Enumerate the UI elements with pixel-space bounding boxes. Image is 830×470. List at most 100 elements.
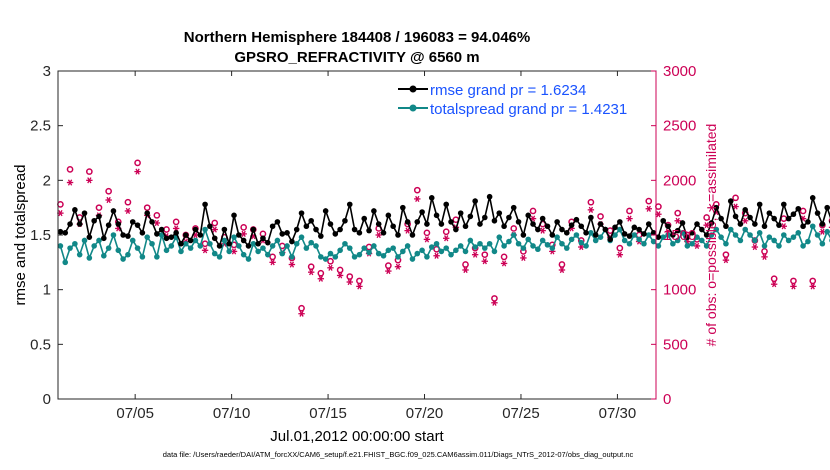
rmse-point	[771, 215, 777, 222]
y-tick-label-left: 2.5	[30, 118, 51, 135]
rmse-point	[96, 213, 102, 220]
asterisk-stroke	[444, 235, 449, 242]
asterisk-stroke	[694, 242, 700, 250]
rmse-point	[448, 219, 454, 225]
totalspread-point	[481, 245, 488, 251]
obs-possible-point	[510, 225, 518, 232]
asterisk-stroke	[559, 266, 565, 274]
totalspread-point	[207, 240, 213, 247]
obs-assimilated-point	[616, 251, 624, 258]
rmse-point	[689, 230, 695, 236]
totalspread-point	[549, 245, 556, 251]
totalspread-point	[438, 248, 445, 255]
legend-text-totalspread: totalspread grand pr = 1.4231	[430, 101, 627, 118]
rmse-point	[216, 243, 223, 249]
totalspread-point	[525, 236, 532, 243]
rmse-point	[202, 201, 208, 208]
rmse-point	[168, 234, 175, 240]
obs-possible-point	[626, 207, 633, 215]
totalspread-point	[689, 240, 695, 247]
totalspread-point	[134, 245, 141, 251]
totalspread-point	[785, 237, 792, 244]
totalspread-point	[371, 243, 377, 249]
totalspread-point	[187, 245, 194, 251]
totalspread-point	[57, 243, 64, 249]
rmse-point	[318, 233, 324, 239]
rmse-point	[588, 214, 594, 221]
asterisk-stroke	[424, 236, 430, 243]
rmse-point	[211, 235, 218, 242]
obs-possible-point	[95, 204, 103, 212]
totalspread-point	[674, 237, 681, 244]
obs-possible-point	[761, 248, 768, 255]
rmse-point	[592, 232, 599, 238]
asterisk-stroke	[472, 251, 478, 258]
asterisk-stroke	[309, 269, 314, 276]
totalspread-point	[216, 254, 223, 260]
rmse-point	[322, 208, 329, 214]
legend-marker-rmse	[409, 85, 417, 93]
obs-possible-point	[442, 228, 450, 236]
asterisk-stroke	[58, 210, 63, 217]
obs-assimilated-point	[520, 254, 527, 262]
totalspread-point	[245, 256, 252, 262]
rmse-point	[732, 213, 739, 220]
asterisk-stroke	[781, 223, 786, 230]
rmse-point	[670, 232, 676, 238]
totalspread-point	[284, 243, 290, 249]
rmse-point	[187, 237, 194, 244]
asterisk-stroke	[733, 203, 738, 210]
rmse-point	[563, 230, 570, 236]
rmse-point	[631, 224, 638, 231]
asterisk-stroke	[289, 261, 295, 268]
obs-possible-point	[240, 223, 248, 231]
rmse-point	[144, 210, 151, 216]
totalspread-point	[337, 247, 343, 254]
rmse-point	[674, 227, 681, 234]
totalspread-point	[236, 243, 242, 249]
rmse-point	[76, 221, 83, 227]
totalspread-point	[182, 240, 189, 247]
asterisk-stroke	[125, 207, 131, 215]
x-axis-label: Jul.01,2012 00:00:00 start	[270, 428, 444, 445]
totalspread-point	[91, 243, 97, 249]
obs-possible-point	[674, 209, 682, 217]
totalspread-point	[520, 245, 527, 251]
totalspread-point	[293, 240, 300, 247]
obs-possible-point	[336, 266, 344, 274]
totalspread-point	[819, 240, 826, 247]
x-tick-label: 07/20	[406, 405, 444, 422]
totalspread-point	[472, 244, 478, 250]
y-tick-label-left: 3	[43, 63, 51, 80]
asterisk-stroke	[501, 260, 507, 267]
rmse-point	[636, 226, 642, 233]
obs-assimilated-point	[770, 281, 778, 288]
rmse-point	[723, 223, 729, 230]
obs-possible-point	[124, 198, 132, 206]
totalspread-point	[559, 240, 565, 247]
obs-assimilated-point	[790, 283, 797, 290]
totalspread-point	[342, 240, 348, 247]
obs-assimilated-point	[433, 252, 440, 259]
rmse-point	[525, 212, 532, 219]
totalspread-point	[226, 248, 233, 255]
obs-assimilated-point	[780, 223, 787, 230]
legend-text-rmse: rmse grand pr = 1.6234	[430, 82, 586, 99]
asterisk-stroke	[270, 259, 275, 266]
totalspread-point	[771, 237, 777, 244]
obs-possible-point	[587, 198, 595, 206]
rmse-point	[250, 226, 257, 233]
asterisk-stroke	[492, 299, 497, 306]
rmse-point	[192, 226, 199, 233]
totalspread-point	[723, 240, 729, 247]
asterisk-stroke	[193, 231, 198, 239]
obs-assimilated-point	[288, 261, 296, 268]
obs-possible-point	[66, 166, 74, 173]
totalspread-point	[81, 237, 88, 244]
obs-assimilated-point	[336, 272, 344, 279]
rmse-point	[703, 232, 710, 238]
totalspread-point	[366, 249, 372, 256]
rmse-point	[501, 223, 507, 230]
totalspread-point	[453, 247, 459, 254]
